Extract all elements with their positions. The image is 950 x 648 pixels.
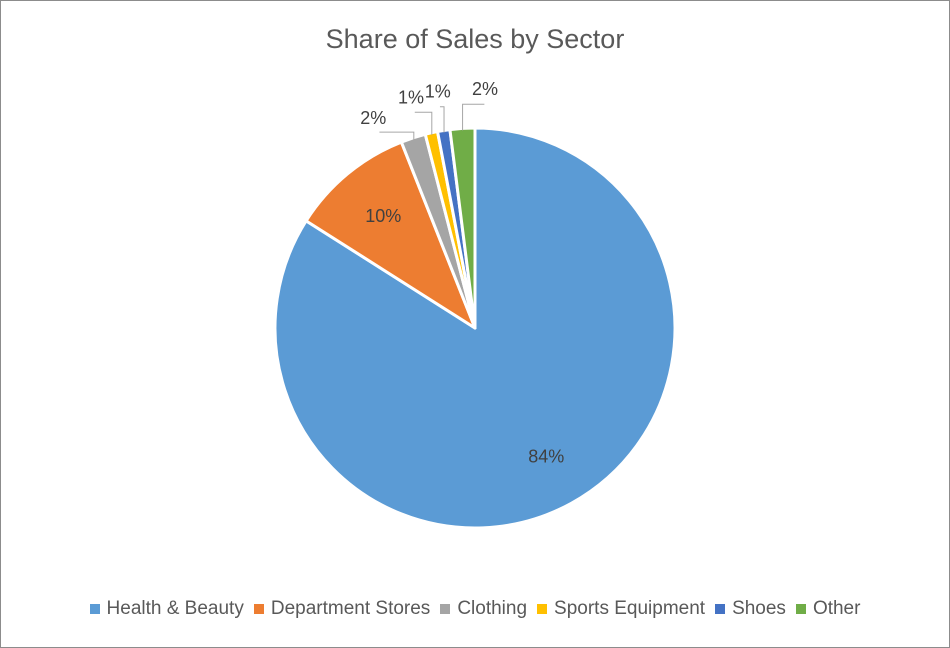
legend-label-health-and-beauty: Health & Beauty [106, 598, 244, 619]
chart-legend: Health & Beauty Department Stores Clothing… [0, 598, 950, 620]
data-label-shoes: 1% [425, 82, 451, 102]
leader-line-clothing [379, 131, 415, 140]
legend-label-sports-equipment: Sports Equipment [554, 598, 706, 619]
legend-item-clothing: Clothing [440, 598, 527, 620]
legend-item-shoes: Shoes [715, 598, 786, 620]
legend-item-sports-equipment: Sports Equipment [537, 598, 705, 620]
legend-item-health-and-beauty: Health & Beauty [89, 598, 244, 620]
data-label-other: 2% [472, 79, 498, 99]
pie-slice-department-stores [304, 140, 477, 330]
legend-swatch-clothing [440, 604, 451, 614]
leader-line-shoes [439, 106, 445, 133]
leader-line-other [462, 103, 485, 131]
legend-swatch-other [795, 604, 806, 614]
data-label-department-stores: 10% [365, 206, 401, 226]
legend-swatch-sports-equipment [537, 604, 548, 614]
legend-swatch-health-and-beauty [89, 604, 100, 614]
chart-title: Share of Sales by Sector [325, 24, 625, 54]
data-label-sports-equipment: 1% [398, 88, 424, 108]
legend-swatch-shoes [715, 604, 726, 614]
legend-item-other: Other [795, 598, 861, 620]
leader-line-sports-equipment [414, 111, 433, 135]
data-label-health-and-beauty: 84% [528, 446, 564, 466]
data-label-clothing: 2% [360, 108, 386, 128]
legend-label-clothing: Clothing [457, 598, 528, 619]
legend-swatch-department-stores [253, 604, 264, 614]
legend-label-shoes: Shoes [732, 598, 786, 619]
legend-label-department-stores: Department Stores [270, 598, 431, 619]
legend-item-department-stores: Department Stores [253, 598, 431, 620]
legend-label-other: Other [812, 598, 861, 619]
